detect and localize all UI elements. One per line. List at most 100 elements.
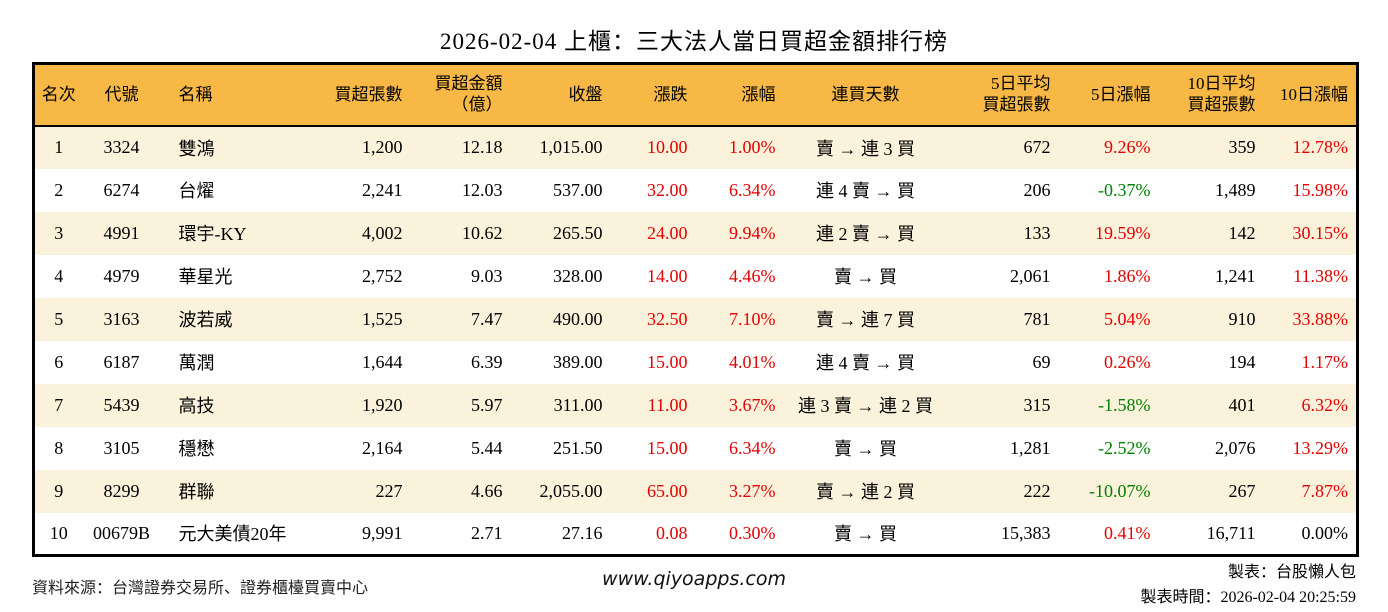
cell-pct10: 7.87% bbox=[1301, 480, 1349, 501]
cell-buy_amt: 5.97 bbox=[471, 394, 503, 415]
cell-name: 環宇-KY bbox=[178, 224, 247, 244]
cell-change_pct: 4.01% bbox=[729, 351, 776, 372]
cell-rank: 10 bbox=[49, 522, 68, 543]
cell-pct5: 0.26% bbox=[1104, 351, 1151, 372]
table-row: 3 4991 環宇-KY 4,002 10.62 265.50 24.00 9.94% 連 2 … bbox=[33, 211, 1358, 255]
cell-buy_qty: 1,644 bbox=[362, 351, 403, 372]
cell-close: 537.00 bbox=[553, 179, 603, 200]
table-row: 1 3324 雙鴻 1,200 12.18 1,015.00 10.00 1.00% 賣 → 連… bbox=[33, 125, 1358, 169]
cell-buy_amt: 6.39 bbox=[471, 351, 503, 372]
cell-code: 4979 bbox=[103, 265, 140, 286]
cell-code: 3324 bbox=[103, 137, 140, 157]
cell-close: 389.00 bbox=[553, 351, 603, 372]
cell-buy_qty: 227 bbox=[375, 480, 403, 501]
cell-pct5: -2.52% bbox=[1098, 437, 1151, 458]
cell-buy_amt: 5.44 bbox=[471, 437, 503, 458]
column-header-buy-amount: 買超金額 （億） bbox=[434, 74, 503, 114]
cell-pct5: -10.07% bbox=[1089, 480, 1151, 501]
cell-rank: 3 bbox=[54, 222, 64, 243]
cell-pct10: 13.29% bbox=[1292, 437, 1349, 458]
cell-change: 10.00 bbox=[647, 137, 688, 157]
cell-change: 32.50 bbox=[647, 308, 688, 329]
cell-change: 0.08 bbox=[656, 522, 688, 543]
cell-avg10: 359 bbox=[1228, 137, 1256, 157]
table-row: 10 00679B 元大美債20年 9,991 2.71 27.16 0.08 0.30% 賣 … bbox=[33, 512, 1358, 556]
cell-close: 2,055.00 bbox=[539, 480, 603, 501]
column-header-rank: 名次 bbox=[41, 84, 76, 104]
column-header-pct5: 5日漲幅 bbox=[1091, 84, 1151, 104]
cell-streak: 連 4 賣 → 買 bbox=[816, 353, 915, 373]
cell-buy_amt: 9.03 bbox=[471, 265, 503, 286]
cell-pct5: 1.86% bbox=[1104, 265, 1151, 286]
cell-close: 490.00 bbox=[553, 308, 603, 329]
cell-avg10: 142 bbox=[1228, 222, 1256, 243]
cell-avg5: 15,383 bbox=[1001, 522, 1051, 543]
cell-name: 元大美債20年 bbox=[178, 524, 287, 545]
cell-buy_qty: 2,241 bbox=[362, 179, 403, 200]
cell-avg10: 401 bbox=[1228, 394, 1256, 415]
cell-pct10: 15.98% bbox=[1292, 179, 1349, 200]
cell-pct10: 30.15% bbox=[1292, 222, 1349, 243]
cell-code: 3105 bbox=[103, 437, 140, 458]
cell-pct5: -0.37% bbox=[1098, 179, 1151, 200]
cell-name: 穩懋 bbox=[178, 439, 215, 459]
cell-buy_qty: 2,164 bbox=[362, 437, 403, 458]
cell-name: 台燿 bbox=[178, 181, 215, 201]
column-header-avg10: 10日平均 買超張數 bbox=[1187, 74, 1256, 114]
cell-code: 6187 bbox=[103, 351, 140, 372]
cell-avg10: 910 bbox=[1228, 308, 1256, 329]
cell-pct10: 33.88% bbox=[1292, 308, 1349, 329]
cell-rank: 6 bbox=[54, 351, 64, 372]
cell-change_pct: 0.30% bbox=[729, 522, 776, 543]
cell-pct5: 5.04% bbox=[1104, 308, 1151, 329]
cell-name: 雙鴻 bbox=[178, 138, 215, 159]
cell-avg5: 206 bbox=[1023, 179, 1051, 200]
cell-buy_qty: 1,525 bbox=[362, 308, 403, 329]
cell-streak: 賣 → 連 3 買 bbox=[816, 138, 915, 159]
data-source-note: 資料來源：台灣證券交易所、證券櫃檯買賣中心 bbox=[32, 580, 369, 597]
cell-pct5: 0.41% bbox=[1104, 522, 1151, 543]
cell-pct10: 6.32% bbox=[1301, 394, 1349, 415]
cell-avg5: 315 bbox=[1023, 394, 1051, 415]
cell-change_pct: 6.34% bbox=[729, 179, 776, 200]
cell-name: 華星光 bbox=[178, 267, 233, 287]
cell-buy_qty: 1,200 bbox=[362, 137, 403, 157]
cell-change_pct: 9.94% bbox=[729, 222, 776, 243]
cell-buy_qty: 9,991 bbox=[362, 522, 403, 543]
table-row: 7 5439 高技 1,920 5.97 311.00 11.00 3.67% 連 3 賣 → … bbox=[33, 383, 1358, 427]
cell-change_pct: 4.46% bbox=[729, 265, 776, 286]
cell-pct10: 1.17% bbox=[1301, 351, 1349, 372]
maker-label: 製表：台股懶人包 bbox=[1227, 564, 1356, 581]
cell-avg5: 1,281 bbox=[1010, 437, 1051, 458]
cell-code: 4991 bbox=[103, 222, 140, 243]
cell-avg10: 267 bbox=[1228, 480, 1256, 501]
cell-name: 萬潤 bbox=[178, 353, 215, 373]
cell-buy_amt: 10.62 bbox=[462, 222, 503, 243]
cell-pct5: 9.26% bbox=[1104, 137, 1151, 157]
column-header-change: 漲跌 bbox=[653, 84, 688, 104]
column-header-pct10: 10日漲幅 bbox=[1280, 84, 1348, 104]
cell-close: 311.00 bbox=[553, 394, 603, 415]
cell-streak: 連 3 賣 → 連 2 買 bbox=[798, 396, 933, 416]
cell-close: 1,015.00 bbox=[539, 137, 603, 157]
cell-avg10: 1,241 bbox=[1215, 265, 1256, 286]
table-header: 名次 代號 名稱 買超張數 買超金額 （億） 收盤 漲跌 漲幅 連買天數 5日平… bbox=[33, 63, 1358, 126]
cell-rank: 1 bbox=[54, 137, 64, 157]
cell-streak: 連 2 賣 → 買 bbox=[816, 224, 915, 244]
cell-avg10: 1,489 bbox=[1215, 179, 1256, 200]
table-row: 4 4979 華星光 2,752 9.03 328.00 14.00 4.46% 賣 → 買 2,… bbox=[33, 254, 1358, 298]
cell-close: 251.50 bbox=[553, 437, 603, 458]
cell-avg10: 2,076 bbox=[1215, 437, 1256, 458]
cell-avg5: 222 bbox=[1023, 480, 1051, 501]
cell-name: 群聯 bbox=[178, 482, 215, 502]
table-row: 6 6187 萬潤 1,644 6.39 389.00 15.00 4.01% 連 4 賣 → … bbox=[33, 340, 1358, 384]
cell-rank: 2 bbox=[54, 179, 64, 200]
cell-avg5: 672 bbox=[1023, 137, 1051, 157]
made-at-timestamp: 製表時間：2026-02-04 20:25:59 bbox=[1140, 589, 1356, 606]
cell-change_pct: 3.27% bbox=[729, 480, 776, 501]
cell-close: 328.00 bbox=[553, 265, 603, 286]
cell-code: 8299 bbox=[103, 480, 140, 501]
column-header-streak: 連買天數 bbox=[831, 84, 900, 104]
cell-close: 27.16 bbox=[562, 522, 603, 543]
credit-block: 製表：台股懶人包 製表時間：2026-02-04 20:25:59 bbox=[1140, 560, 1356, 610]
